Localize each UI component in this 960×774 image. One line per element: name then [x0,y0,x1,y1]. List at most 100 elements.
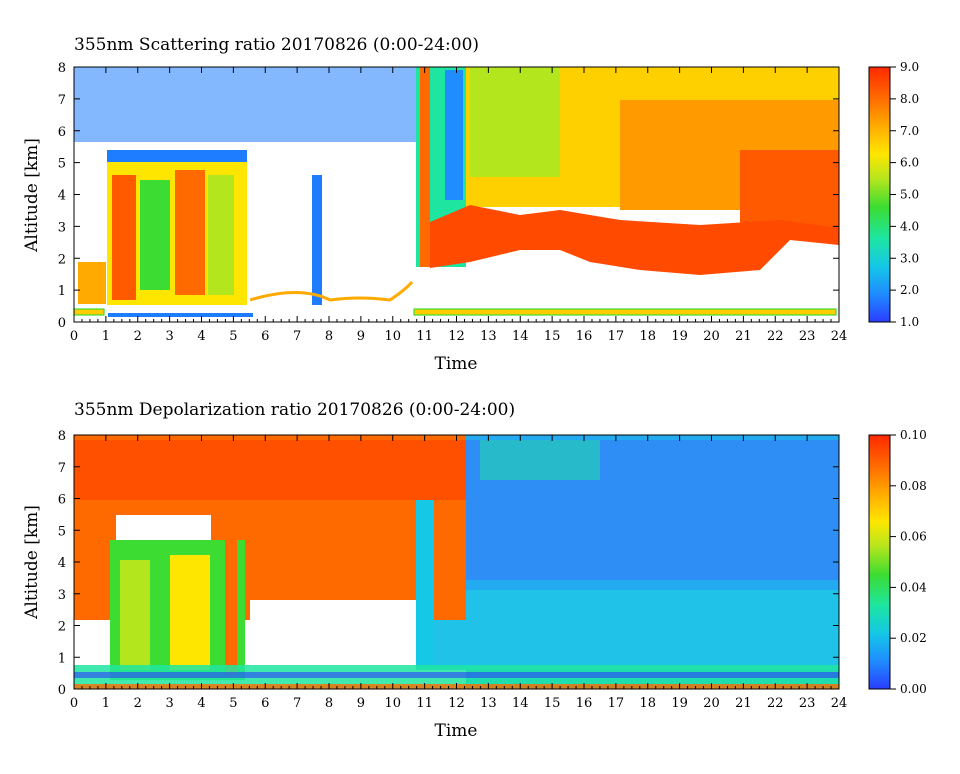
x-tick-label: 0 [70,696,78,711]
y-tick-label: 2 [58,252,66,267]
data-region [74,308,105,316]
data-region [249,280,414,302]
x-tick-label: 6 [261,329,269,344]
x-tick-label: 14 [512,696,529,711]
colorbar-tick-label: 5.0 [900,188,919,202]
x-tick-label: 21 [735,696,752,711]
x-tick-label: 24 [831,329,848,344]
x-tick-label: 4 [197,329,205,344]
x-tick-label: 5 [229,696,237,711]
data-region [78,262,106,304]
x-tick-label: 5 [229,329,237,344]
colorbar-tick-label: 4.0 [900,219,919,233]
data-region [480,440,600,480]
x-tick-label: 20 [703,696,720,711]
data-region [107,150,247,162]
x-tick-label: 14 [512,329,529,344]
x-tick-label: 10 [384,696,401,711]
x-tick-label: 18 [639,329,656,344]
x-tick-label: 11 [416,696,433,711]
y-tick-label: 1 [58,651,66,666]
x-axis-label-scattering: Time [435,354,478,374]
data-region [312,175,322,305]
heatmap-depolarization [74,435,839,689]
data-region [170,555,210,670]
x-tick-label: 16 [576,696,593,711]
colorbar-tick-label: 3.0 [900,251,919,265]
axes-scattering: 0 1 2 3 4 5 6 7 8 9 10 11 12 13 14 15 16 17 18 19 20 21 22 23 24… [58,61,848,344]
x-tick-label: 9 [357,696,365,711]
x-tick-label: 18 [639,696,656,711]
chart-title-depolarization: 355nm Depolarization ratio 20170826 (0:0… [74,400,515,420]
x-tick-label: 12 [448,329,465,344]
x-tick-label: 2 [134,329,142,344]
data-region [108,313,253,317]
y-tick-label: 8 [58,61,66,76]
x-tick-label: 0 [70,329,78,344]
x-tick-label: 2 [134,696,142,711]
x-tick-label: 8 [325,696,333,711]
colorbar-tick-label: 6.0 [900,156,919,170]
x-tick-label: 17 [608,329,625,344]
colorbar-gradient [868,434,891,690]
x-tick-label: 4 [197,696,205,711]
data-region [74,67,434,142]
x-tick-label: 23 [799,696,816,711]
heatmap-scattering [74,67,839,322]
x-tick-label: 16 [576,329,593,344]
x-tick-label: 22 [767,696,784,711]
colorbar-depolarization: 0.00 0.02 0.04 0.06 0.08 0.10 [868,428,927,696]
panel-scattering: 355nm Scattering ratio 20170826 (0:00-24… [22,35,919,374]
y-tick-label: 4 [58,189,66,204]
colorbar-tick-label: 0.08 [900,479,927,493]
x-tick-label: 13 [480,329,497,344]
data-region [420,67,430,267]
y-tick-label: 1 [58,284,66,299]
x-tick-label: 3 [165,329,173,344]
x-tick-label: 19 [671,696,688,711]
x-axis-label-depolarization: Time [435,721,478,741]
colorbar-tick-label: 0.00 [900,682,927,696]
data-region [420,590,839,670]
y-tick-label: 2 [58,620,66,635]
colorbar-scattering: 1.0 2.0 3.0 4.0 5.0 6.0 7.0 8.0 9.0 [868,60,919,329]
x-tick-label: 23 [799,329,816,344]
data-region [74,440,466,500]
y-tick-label: 6 [58,493,66,508]
data-region [430,205,839,275]
y-axis-label-depolarization: Altitude [km] [22,505,42,620]
data-region [112,175,136,300]
y-tick-label: 3 [58,220,66,235]
colorbar-tick-label: 2.0 [900,283,919,297]
colorbar-tick-label: 1.0 [900,315,919,329]
data-region [140,180,170,290]
y-tick-label: 0 [58,316,66,331]
colorbar-tick-label: 9.0 [900,60,919,74]
data-region [175,170,205,295]
colorbar-tick-label: 0.02 [900,631,927,645]
data-region [416,500,434,670]
y-tick-label: 7 [58,93,66,108]
y-tick-label: 5 [58,157,66,172]
colorbar-tick-label: 0.10 [900,428,927,442]
data-region [470,67,560,177]
y-axis-label-scattering: Altitude [km] [22,138,42,253]
x-tick-label: 24 [831,696,848,711]
x-tick-label: 6 [261,696,269,711]
x-tick-label: 1 [102,696,110,711]
colorbar-ticks-depolarization: 0.00 0.02 0.04 0.06 0.08 0.10 [890,428,927,696]
y-tick-label: 8 [58,429,66,444]
x-tick-label: 3 [165,696,173,711]
x-tick-label: 21 [735,329,752,344]
data-region [250,600,420,675]
colorbar-tick-label: 0.06 [900,530,927,544]
x-tick-label: 13 [480,696,497,711]
x-tick-label: 11 [416,329,433,344]
y-tick-label: 7 [58,461,66,476]
x-tick-label: 19 [671,329,688,344]
colorbar-tick-label: 7.0 [900,124,919,138]
y-tick-label: 5 [58,524,66,539]
x-tick-label: 8 [325,329,333,344]
x-tick-label: 20 [703,329,720,344]
